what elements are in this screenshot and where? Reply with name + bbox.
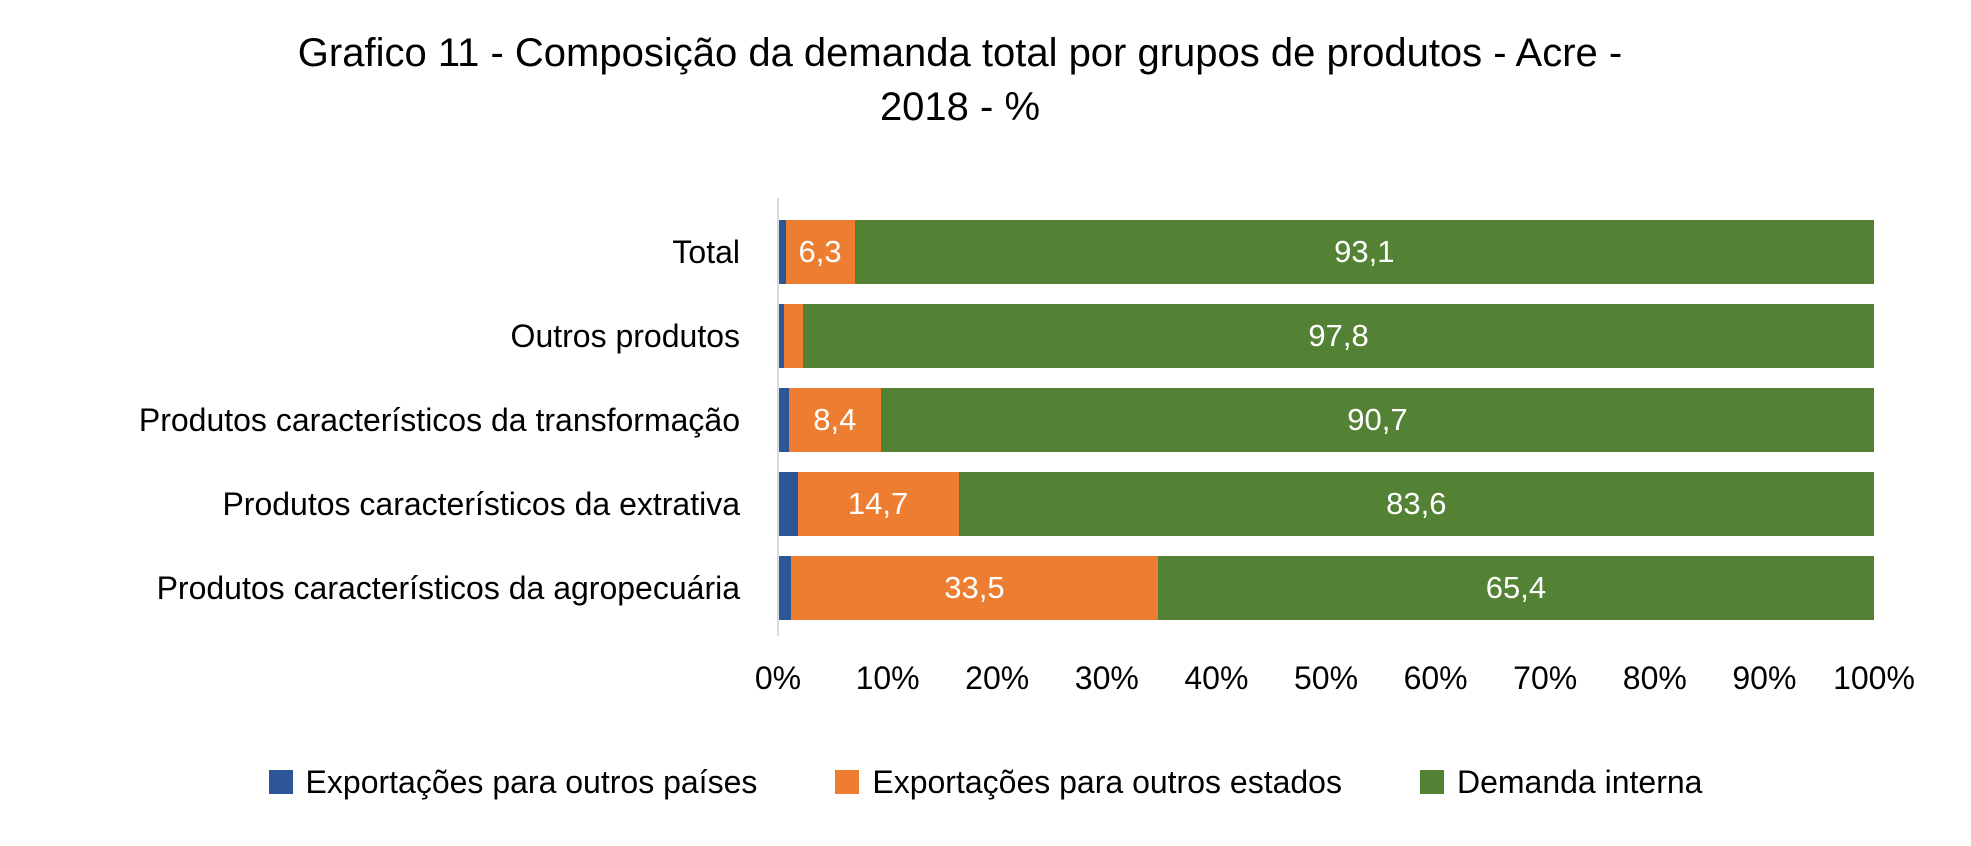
x-axis-tick-label: 40% [1184,660,1249,696]
category-label: Produtos característicos da transformaçã… [138,401,740,438]
legend-swatch-icon [268,770,293,794]
bar-segment: 90,7 [880,388,1874,452]
x-axis-tick-label: 100% [1833,660,1915,696]
category-axis: Total Outros produtos Produtos característ… [0,210,740,630]
x-axis-tick-label: 60% [1403,660,1468,696]
bar-segment [779,304,785,368]
bar-row: 33,5 65,4 [779,546,1874,630]
x-axis-tick-label: 50% [1293,660,1359,696]
bar-track: 33,5 65,4 [779,556,1874,620]
bar-segment [784,304,804,368]
bar-row: 8,4 90,7 [779,378,1874,462]
x-axis-tick-label: 30% [1074,660,1139,696]
bar-track: 8,4 90,7 [779,388,1874,452]
chart-title: Grafico 11 - Composição da demanda total… [0,26,1920,134]
x-axis-tick-label: 70% [1513,660,1578,696]
legend-swatch-icon [835,770,860,794]
bar-segment: 65,4 [1157,556,1874,620]
plot-area: 6,3 93,1 97,8 8,4 90,7 14,7 83,6 33,5 65,4 [777,198,1874,636]
bar-segment [779,556,792,620]
bar-segment: 8,4 [788,388,881,452]
x-axis-tick-label: 80% [1622,660,1687,696]
legend-label: Exportações para outros países [305,763,758,800]
bar-segment: 33,5 [791,556,1158,620]
x-axis-tick-label: 20% [965,660,1030,696]
bar-value-label: 14,7 [847,486,909,521]
bar-segment: 93,1 [854,220,1874,284]
bar-value-label: 33,5 [944,570,1005,605]
bar-segment: 97,8 [803,304,1874,368]
bar-value-label: 6,3 [798,234,842,269]
legend: Exportações para outros países Exportaçõe… [0,758,1971,806]
legend-item: Demanda interna [1419,763,1703,801]
bar-value-label: 65,4 [1485,570,1547,605]
category-label: Outros produtos [510,317,740,354]
x-axis-tick-label: 10% [855,660,920,696]
legend-label: Demanda interna [1456,763,1703,800]
bar-row: 97,8 [779,294,1874,378]
bar-row: 6,3 93,1 [779,210,1874,294]
bar-segment [779,472,798,536]
bar-segment [779,220,786,284]
bar-segment: 14,7 [797,472,959,536]
legend-item: Exportações para outros países [268,763,758,801]
chart-title-line-2: 2018 - % [879,85,1041,129]
x-axis-tick-label: 90% [1732,660,1797,696]
bar-track: 97,8 [779,304,1874,368]
bar-value-label: 8,4 [813,402,857,437]
bar-segment: 6,3 [785,220,855,284]
x-axis-tick-label: 0% [754,660,802,696]
bar-segment [779,388,789,452]
legend-item: Exportações para outros estados [835,764,1342,801]
bar-value-label: 90,7 [1347,402,1408,437]
category-label: Produtos característicos da agropecuária [156,569,740,606]
bar-row: 14,7 83,6 [779,462,1874,546]
bar-value-label: 93,1 [1334,234,1395,269]
category-label: Total [672,233,740,270]
legend-label: Exportações para outros estados [872,763,1342,800]
chart-title-line-1: Grafico 11 - Composição da demanda total… [297,31,1623,75]
bar-segment: 83,6 [958,472,1874,536]
bar-track: 6,3 93,1 [779,220,1874,284]
legend-swatch-icon [1419,770,1444,794]
category-label: Produtos característicos da extrativa [222,485,740,522]
x-axis: 0% 10% 20% 30% 40% 50% 60% 70% 80% 90% 100% [755,660,1915,704]
bar-value-label: 83,6 [1386,486,1447,521]
bar-value-label: 97,8 [1308,318,1369,353]
bar-track: 14,7 83,6 [779,472,1874,536]
